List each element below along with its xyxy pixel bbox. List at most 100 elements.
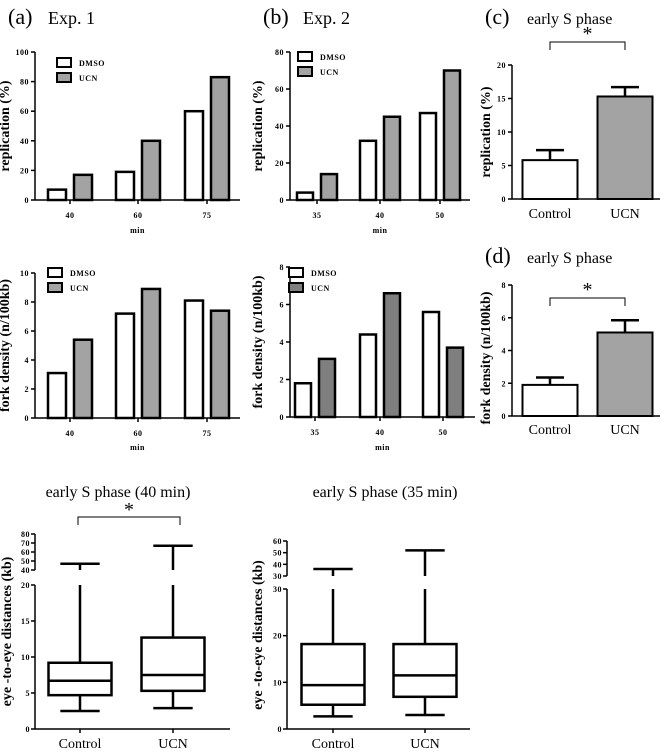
panel-label: (b)	[263, 4, 289, 29]
legend-swatch-ucn	[47, 282, 63, 293]
bar-ucn	[445, 346, 465, 419]
y-tick-label: 50	[273, 549, 282, 558]
x-tick-label: UCN	[158, 737, 188, 752]
bar-ucn	[442, 69, 462, 202]
x-tick-label: 35	[313, 211, 322, 220]
panel-label: (a)	[8, 4, 32, 29]
y-tick-label: 20	[21, 581, 30, 590]
y-tick-label: 80	[21, 530, 30, 539]
y-tick-label: 0	[278, 725, 283, 734]
y-tick-label: 8	[25, 298, 30, 307]
y-tick-label: 2	[280, 376, 285, 385]
y-tick-label: 4	[280, 338, 285, 347]
y-tick-label: 8	[502, 281, 507, 290]
bar-ucn	[140, 287, 162, 420]
box	[300, 642, 366, 706]
bar-dmso	[418, 111, 438, 202]
y-tick-label: 40	[20, 137, 29, 146]
y-tick-label: 10	[273, 678, 282, 687]
bar-ucn	[596, 95, 654, 200]
y-tick-label: 6	[502, 314, 507, 323]
x-axis-label: min	[130, 226, 145, 235]
x-tick-label: 40	[66, 211, 75, 220]
bar-ucn	[319, 172, 339, 202]
legend-swatch-ucn	[288, 282, 304, 293]
y-axis-label: replication (%)	[0, 80, 13, 171]
y-axis-label: eye -to-eye distances (kb)	[0, 556, 15, 706]
x-tick-label: Control	[59, 737, 102, 752]
y-tick-label: 60	[21, 548, 30, 557]
panel-title: early S phase	[527, 250, 612, 267]
x-tick-label: Control	[529, 207, 572, 222]
y-tick-label: 4	[25, 356, 30, 365]
y-tick-label: 30	[273, 572, 282, 581]
bar-dmso	[114, 170, 136, 202]
bar-ucn	[209, 75, 231, 202]
legend-label: UCN	[311, 284, 330, 293]
bar-ucn	[72, 338, 94, 420]
legend-label: UCN	[70, 284, 89, 293]
bar-dmso	[183, 109, 205, 202]
y-tick-label: 4	[502, 347, 507, 356]
bar-dmso	[114, 312, 136, 420]
y-tick-label: 5	[502, 162, 507, 171]
x-tick-label: 50	[436, 211, 445, 220]
y-tick-label: 20	[275, 159, 284, 168]
bar-ucn	[382, 292, 402, 419]
y-tick-label: 80	[275, 48, 284, 57]
y-tick-label: 100	[16, 48, 30, 57]
panel-title: Exp. 2	[303, 8, 350, 28]
y-tick-label: 40	[21, 566, 30, 575]
x-tick-label: UCN	[410, 737, 440, 752]
bar-ucn	[140, 139, 162, 202]
y-tick-label: 20	[497, 61, 506, 70]
y-tick-label: 10	[21, 653, 30, 662]
y-tick-label: 40	[273, 560, 282, 569]
bar-control	[521, 383, 579, 418]
y-tick-label: 0	[280, 196, 285, 205]
significance-star: *	[124, 499, 134, 521]
x-tick-label: UCN	[610, 423, 640, 438]
y-axis-label: fork density (n/100kb)	[479, 291, 494, 424]
legend-swatch-dmso	[56, 57, 72, 68]
legend-label: DMSO	[311, 269, 337, 278]
y-tick-label: 60	[273, 537, 282, 546]
y-tick-label: 6	[280, 301, 285, 310]
legend-label: DMSO	[70, 269, 96, 278]
bar-dmso	[46, 371, 68, 420]
legend-label: DMSO	[320, 53, 346, 62]
box	[47, 661, 113, 697]
legend-swatch-dmso	[47, 267, 63, 278]
y-tick-label: 10	[20, 269, 29, 278]
panel-title: Exp. 1	[48, 8, 95, 28]
y-tick-label: 0	[502, 412, 507, 421]
y-tick-label: 40	[275, 122, 284, 131]
y-tick-label: 50	[21, 557, 30, 566]
legend-swatch-ucn	[297, 66, 313, 77]
legend-swatch-dmso	[288, 267, 304, 278]
y-tick-label: 15	[21, 617, 30, 626]
y-tick-label: 10	[497, 128, 506, 137]
bar-ucn	[317, 357, 337, 419]
significance-star: *	[583, 279, 593, 301]
y-axis-label: replication (%)	[251, 80, 266, 171]
y-tick-label: 8	[280, 263, 285, 272]
y-tick-label: 70	[21, 539, 30, 548]
x-tick-label: 35	[311, 428, 320, 437]
chart-title: early S phase (35 min)	[313, 484, 458, 501]
legend-label: UCN	[79, 74, 98, 83]
bar-control	[521, 159, 579, 200]
y-tick-label: 15	[497, 95, 506, 104]
y-axis-label: replication (%)	[479, 86, 494, 177]
x-axis-label: min	[375, 443, 390, 452]
bar-ucn	[209, 309, 231, 420]
chart-title: early S phase (40 min)	[46, 484, 191, 501]
y-tick-label: 5	[26, 689, 31, 698]
legend-swatch-dmso	[297, 51, 313, 62]
legend-swatch-ucn	[56, 72, 72, 83]
x-tick-label: 40	[376, 428, 385, 437]
panel-label: (d)	[485, 243, 511, 268]
y-tick-label: 30	[273, 585, 282, 594]
y-tick-label: 0	[280, 413, 285, 422]
